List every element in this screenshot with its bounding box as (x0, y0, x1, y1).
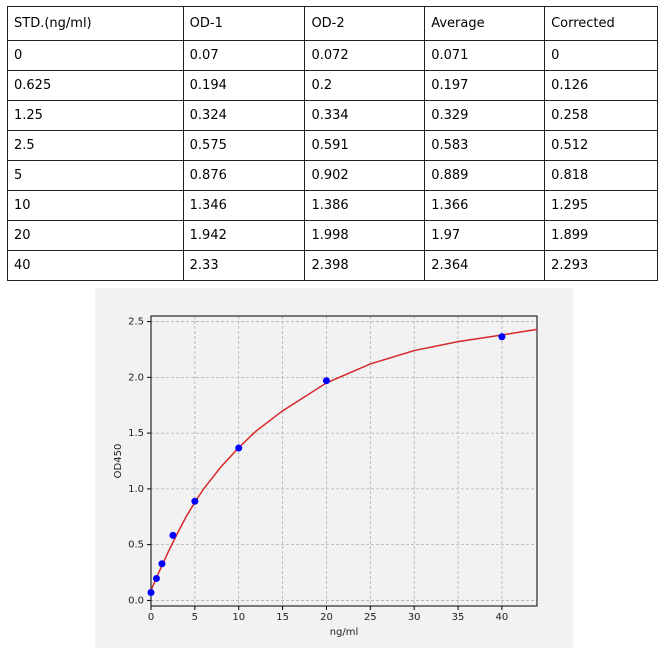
table-cell: 0.876 (182, 160, 306, 191)
y-tick-label: 0.0 (128, 595, 144, 606)
table-cell: 0.324 (182, 100, 306, 131)
table-cell: 0.583 (424, 130, 546, 161)
x-tick-label: 35 (452, 612, 465, 623)
table-row: 1.25 0.324 0.334 0.329 0.258 (7, 100, 658, 131)
table-row: STD.(ng/ml) OD-1 OD-2 Average Corrected (7, 6, 658, 41)
x-tick-label: 20 (320, 612, 333, 623)
table-cell: 1.899 (544, 220, 658, 251)
y-tick-label: 2.5 (128, 317, 144, 328)
x-tick-label: 0 (148, 612, 154, 623)
table-cell: 2.33 (182, 250, 306, 281)
table-cell: 0.072 (304, 40, 426, 71)
table-cell: 0.07 (182, 40, 306, 71)
table-row: 10 1.346 1.386 1.366 1.295 (7, 190, 658, 221)
y-tick-label: 1.0 (128, 484, 144, 495)
table-cell: 0.2 (304, 70, 426, 101)
table-cell: 0.625 (7, 70, 184, 101)
header-cell: STD.(ng/ml) (7, 6, 184, 41)
table-cell: 2.293 (544, 250, 658, 281)
table-cell: 20 (7, 220, 184, 251)
table-cell: 1.97 (424, 220, 546, 251)
table-cell: 0.126 (544, 70, 658, 101)
table-cell: 1.942 (182, 220, 306, 251)
table-cell: 0.818 (544, 160, 658, 191)
table-cell: 2.364 (424, 250, 546, 281)
table-cell: 1.346 (182, 190, 306, 221)
y-tick-label: 1.5 (128, 428, 144, 439)
table-cell: 0.329 (424, 100, 546, 131)
table-cell: 0 (544, 40, 658, 71)
x-tick-label: 10 (232, 612, 245, 623)
header-cell: Average (424, 6, 546, 41)
table-cell: 0.197 (424, 70, 546, 101)
y-tick-label: 0.5 (128, 540, 144, 551)
y-tick-label: 2.0 (128, 372, 144, 383)
table-cell: 0.889 (424, 160, 546, 191)
data-table: STD.(ng/ml) OD-1 OD-2 Average Corrected 0 0.07… (7, 6, 658, 281)
table-cell: 0.258 (544, 100, 658, 131)
header-cell: Corrected (544, 6, 658, 41)
x-tick-label: 40 (496, 612, 509, 623)
table-cell: 0.591 (304, 130, 426, 161)
table-cell: 0.194 (182, 70, 306, 101)
table-cell: 1.366 (424, 190, 546, 221)
table-row: 2.5 0.575 0.591 0.583 0.512 (7, 130, 658, 161)
x-tick-label: 25 (364, 612, 377, 623)
table-cell: 0 (7, 40, 184, 71)
table-cell: 0.575 (182, 130, 306, 161)
x-tick-label: 30 (408, 612, 421, 623)
table-row: 0.625 0.194 0.2 0.197 0.126 (7, 70, 658, 101)
data-point (152, 574, 160, 582)
table-cell: 40 (7, 250, 184, 281)
chart: ng/ml OD450 0 5 10 15 20 25 30 35 40 0.0 0.5 1.0 1.5… (95, 288, 573, 648)
x-axis-label: ng/ml (330, 627, 359, 638)
data-point (498, 333, 506, 341)
table-cell: 0.512 (544, 130, 658, 161)
data-point (322, 377, 330, 385)
table-cell: 1.25 (7, 100, 184, 131)
table-cell: 0.071 (424, 40, 546, 71)
data-point (169, 531, 177, 539)
table-row: 5 0.876 0.902 0.889 0.818 (7, 160, 658, 191)
y-axis-label: OD450 (113, 444, 124, 479)
table-cell: 5 (7, 160, 184, 191)
data-point (235, 444, 243, 452)
table-body: STD.(ng/ml) OD-1 OD-2 Average Corrected 0 0.07… (7, 6, 658, 281)
table-cell: 1.386 (304, 190, 426, 221)
data-point (147, 589, 155, 597)
data-point (158, 560, 166, 568)
table-cell: 2.5 (7, 130, 184, 161)
x-tick-label: 5 (192, 612, 198, 623)
plot-frame (150, 315, 538, 607)
table-cell: 2.398 (304, 250, 426, 281)
table-row: 20 1.942 1.998 1.97 1.899 (7, 220, 658, 251)
table-cell: 0.902 (304, 160, 426, 191)
table-cell: 1.295 (544, 190, 658, 221)
data-point (191, 497, 199, 505)
header-cell: OD-1 (182, 6, 306, 41)
chart-background (95, 288, 573, 648)
table-row: 0 0.07 0.072 0.071 0 (7, 40, 658, 71)
x-tick-label: 15 (276, 612, 289, 623)
header-cell: OD-2 (304, 6, 426, 41)
table-row: 40 2.33 2.398 2.364 2.293 (7, 250, 658, 281)
table-cell: 1.998 (304, 220, 426, 251)
table-cell: 10 (7, 190, 184, 221)
table-cell: 0.334 (304, 100, 426, 131)
